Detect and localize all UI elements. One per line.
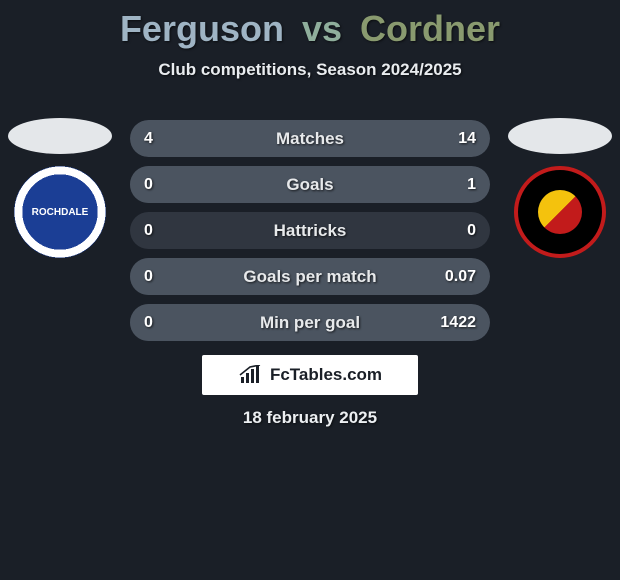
away-avatar-placeholder: [508, 118, 612, 154]
stat-row-goals-per-match: 0 Goals per match 0.07: [130, 258, 490, 295]
stat-left-value: 0: [144, 222, 153, 240]
attribution-text: FcTables.com: [270, 365, 382, 385]
stat-right-value: 14: [458, 130, 476, 148]
stat-label: Matches: [276, 129, 344, 149]
stat-label: Min per goal: [260, 313, 360, 333]
chart-icon: [238, 365, 264, 385]
home-crest-label: ROCHDALE: [32, 207, 89, 218]
stat-left-value: 0: [144, 176, 153, 194]
stat-right-value: 0: [467, 222, 476, 240]
away-club-crest: [514, 166, 606, 258]
stat-label: Goals: [286, 175, 333, 195]
stat-right-value: 0.07: [445, 268, 476, 286]
stat-row-hattricks: 0 Hattricks 0: [130, 212, 490, 249]
stat-label: Goals per match: [243, 267, 376, 287]
stat-row-matches: 4 Matches 14: [130, 120, 490, 157]
player1-name: Ferguson: [120, 8, 284, 49]
home-club-crest: ROCHDALE: [14, 166, 106, 258]
stat-right-value: 1: [467, 176, 476, 194]
player2-name: Cordner: [360, 8, 500, 49]
stat-row-min-per-goal: 0 Min per goal 1422: [130, 304, 490, 341]
attribution-badge[interactable]: FcTables.com: [202, 355, 418, 395]
stat-left-value: 4: [144, 130, 153, 148]
away-player-slot: [506, 118, 614, 258]
stat-left-value: 0: [144, 268, 153, 286]
stats-list: 4 Matches 14 0 Goals 1 0 Hattricks 0 0 Goals per m…: [130, 120, 490, 341]
home-avatar-placeholder: [8, 118, 112, 154]
home-player-slot: ROCHDALE: [6, 118, 114, 258]
stat-fill-right: [209, 120, 490, 157]
stat-label: Hattricks: [274, 221, 347, 241]
vs-text: vs: [302, 8, 342, 49]
stat-left-value: 0: [144, 314, 153, 332]
stat-right-value: 1422: [440, 314, 476, 332]
stat-row-goals: 0 Goals 1: [130, 166, 490, 203]
snapshot-date: 18 february 2025: [0, 408, 620, 428]
subtitle: Club competitions, Season 2024/2025: [0, 60, 620, 80]
comparison-title: Ferguson vs Cordner: [0, 0, 620, 50]
stat-fill-left: [130, 120, 209, 157]
away-crest-inner: [538, 190, 582, 234]
